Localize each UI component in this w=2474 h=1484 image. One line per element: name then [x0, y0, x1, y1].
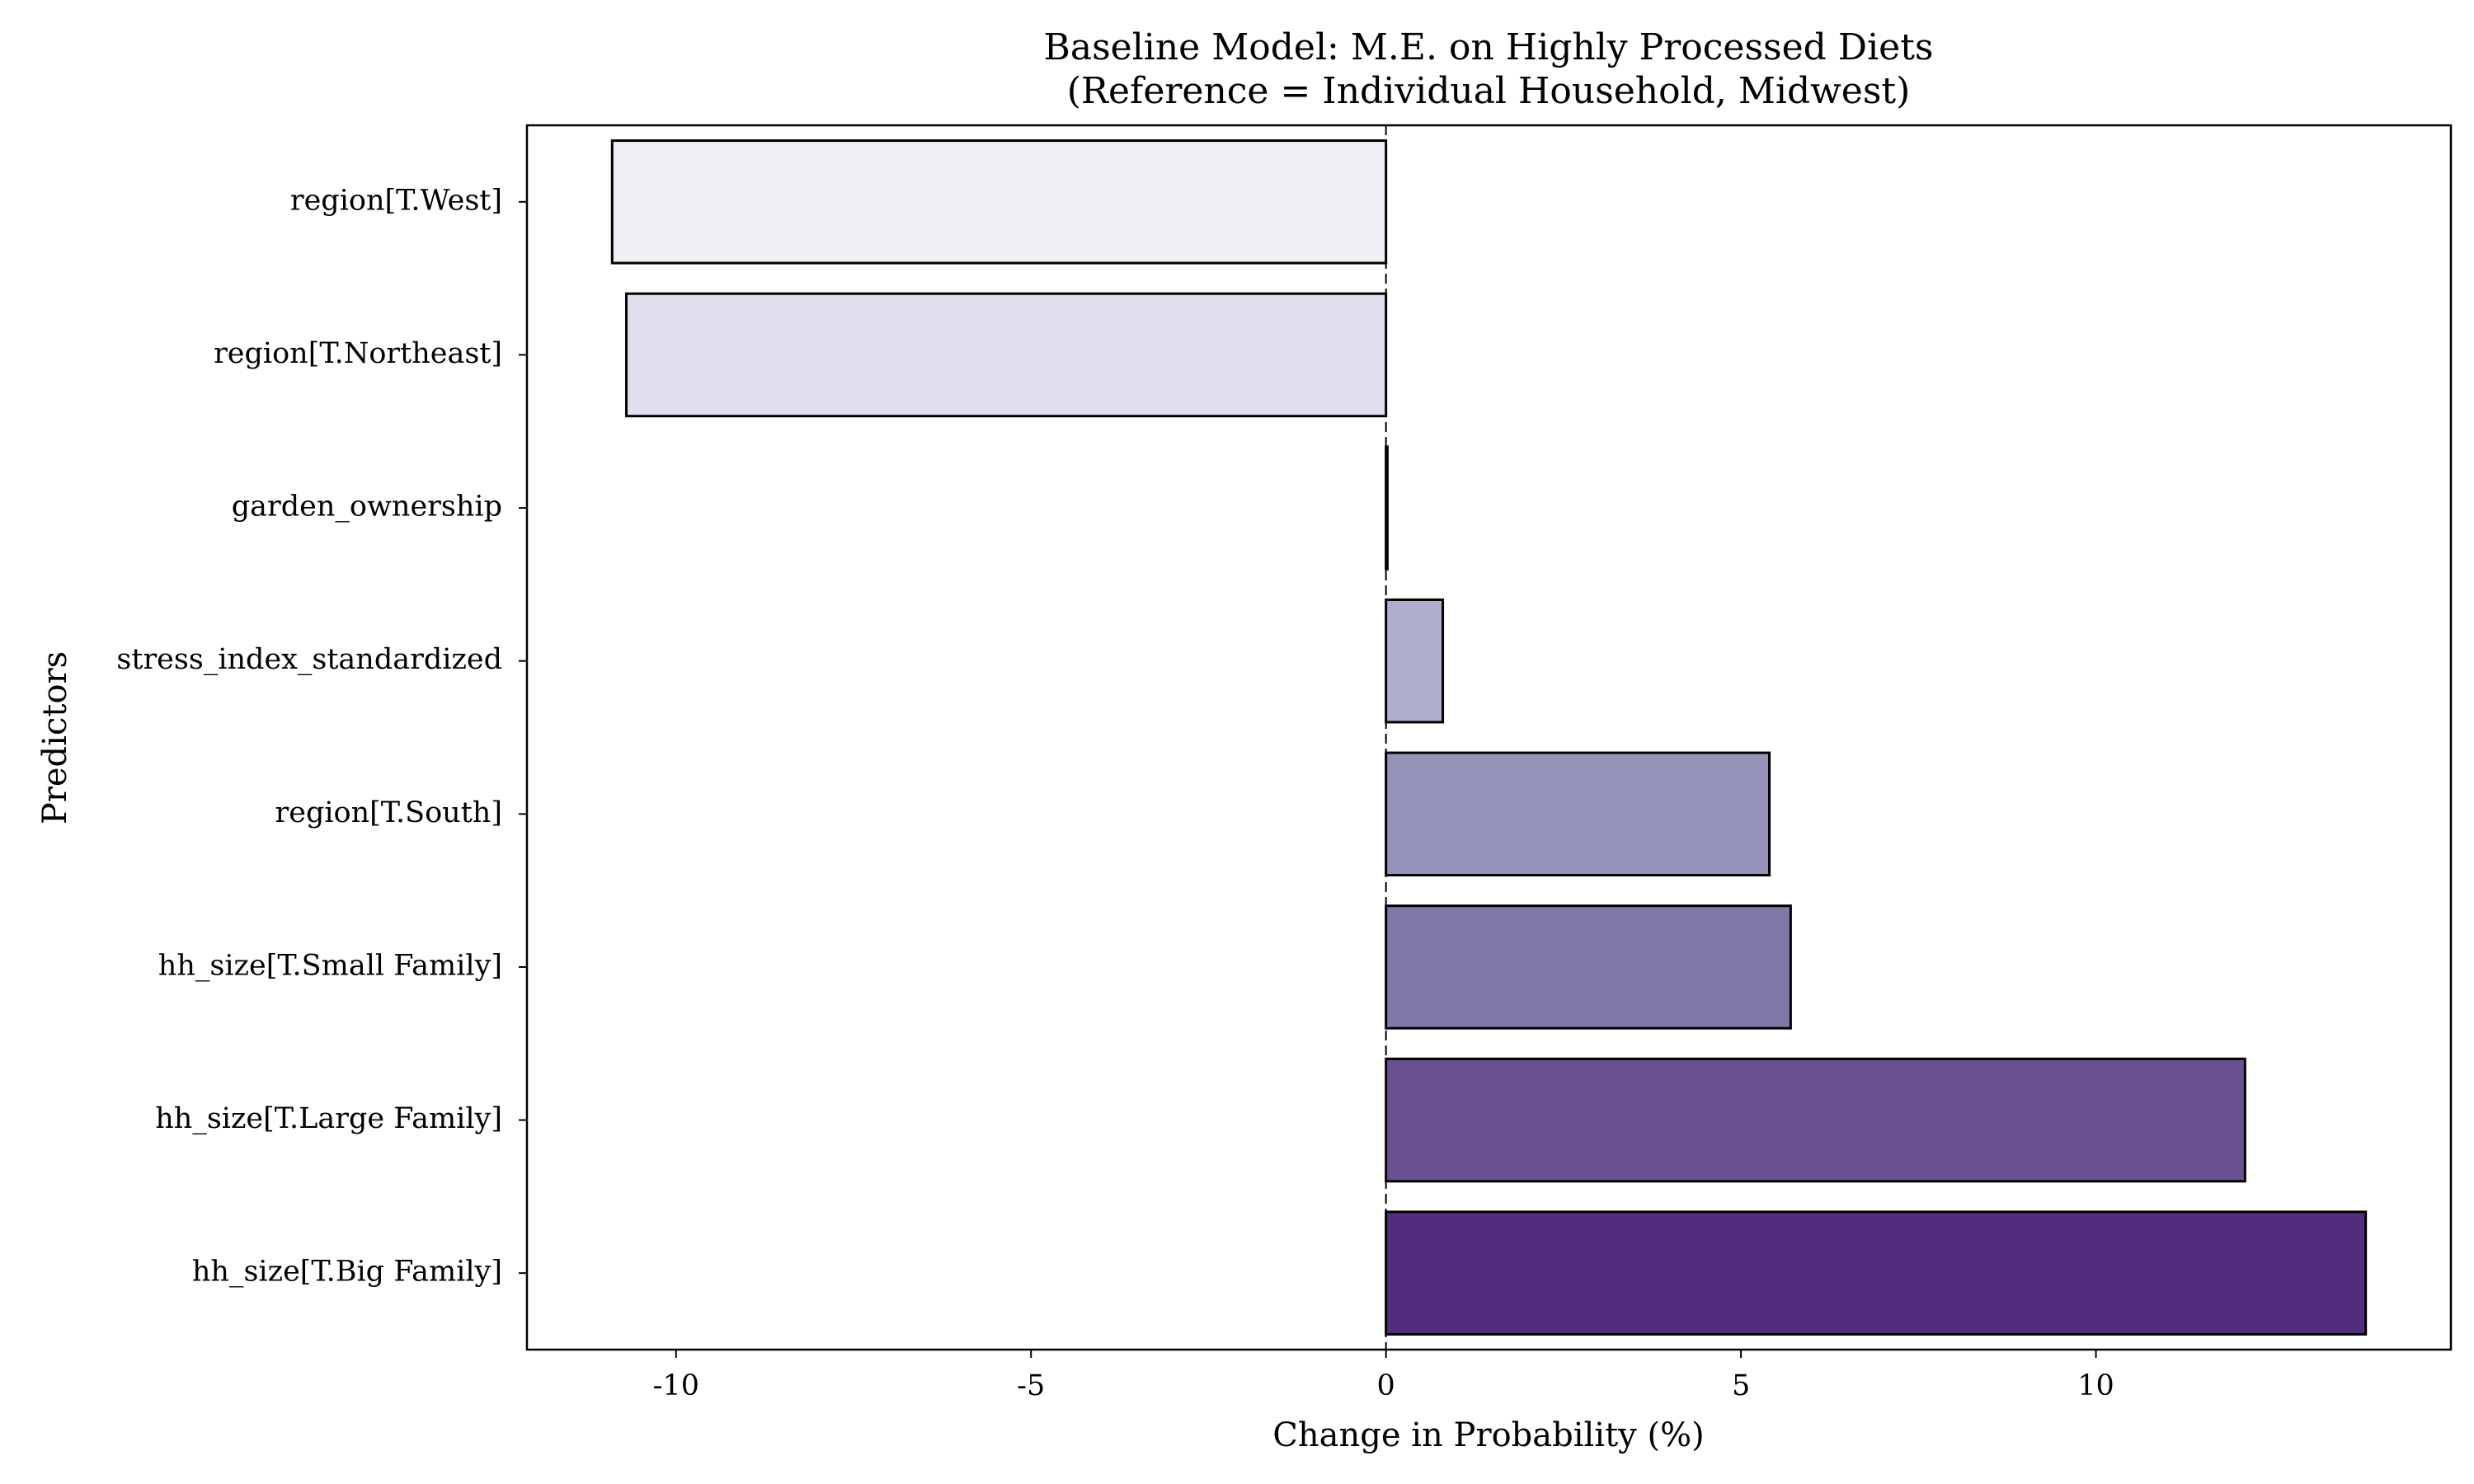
y-tick-label: hh_size[T.Large Family] [155, 1102, 502, 1135]
y-ticks: region[T.West] region[T.Northeast] garden_… [116, 184, 527, 1289]
x-tick-label: -5 [1017, 1369, 1045, 1402]
y-tick-label: region[T.Northeast] [214, 337, 502, 370]
bar [1385, 1057, 2246, 1183]
bar [1385, 904, 1792, 1030]
bar [1385, 751, 1771, 877]
bar [625, 292, 1388, 418]
y-tick-label: garden_ownership [232, 491, 502, 524]
plot-frame [525, 124, 2453, 1351]
x-ticks: -10 -5 0 5 10 [653, 1350, 2114, 1402]
x-tick-label: 5 [1732, 1369, 1750, 1402]
y-tick-label: stress_index_standardized [116, 643, 502, 676]
x-tick-label: 10 [2077, 1369, 2114, 1402]
bar [1385, 445, 1389, 571]
bars-layer [610, 139, 2368, 1336]
bar [1385, 598, 1445, 724]
bar [1385, 1210, 2368, 1336]
y-tick-label: region[T.West] [290, 184, 502, 217]
bar [610, 139, 1388, 265]
x-tick-label: -10 [653, 1369, 699, 1402]
chart-title: Baseline Model: M.E. on Highly Processed… [1044, 26, 1934, 68]
y-tick-label: region[T.South] [275, 796, 503, 829]
y-axis-label: Predictors [36, 651, 74, 824]
y-tick-label: hh_size[T.Small Family] [158, 949, 502, 982]
x-axis-label: Change in Probability (%) [1272, 1416, 1704, 1454]
chart-subtitle: (Reference = Individual Household, Midwe… [1067, 70, 1911, 112]
y-tick-label: hh_size[T.Big Family] [192, 1256, 502, 1289]
x-tick-label: 0 [1377, 1369, 1395, 1402]
